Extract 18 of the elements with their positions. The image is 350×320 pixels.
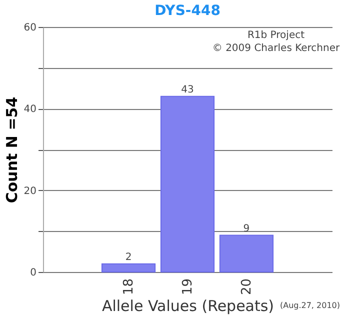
x-tick-label: 19 xyxy=(180,278,196,296)
y-tick-label: 40 xyxy=(24,104,36,116)
text: (Aug.27, 2010) xyxy=(280,301,340,310)
annotation: © 2009 Charles Kerchner xyxy=(212,43,340,54)
x-axis-title: Allele Values (Repeats) xyxy=(102,297,274,316)
chart-title: DYS-448 xyxy=(154,3,220,19)
bar xyxy=(101,263,156,272)
y-tick-label: 60 xyxy=(24,22,36,34)
bar xyxy=(219,234,274,272)
data-label: 43 xyxy=(181,84,194,96)
bar xyxy=(160,96,215,272)
x-tick-label: 20 xyxy=(239,278,254,296)
y-tick-label: 20 xyxy=(24,186,36,197)
y-axis-title: Count N =54 xyxy=(2,96,21,204)
data-label: 2 xyxy=(125,252,132,263)
y-tick-label: 0 xyxy=(30,268,36,278)
x-tick-label: 18 xyxy=(122,278,137,296)
annotation: R1b Project xyxy=(247,30,305,41)
